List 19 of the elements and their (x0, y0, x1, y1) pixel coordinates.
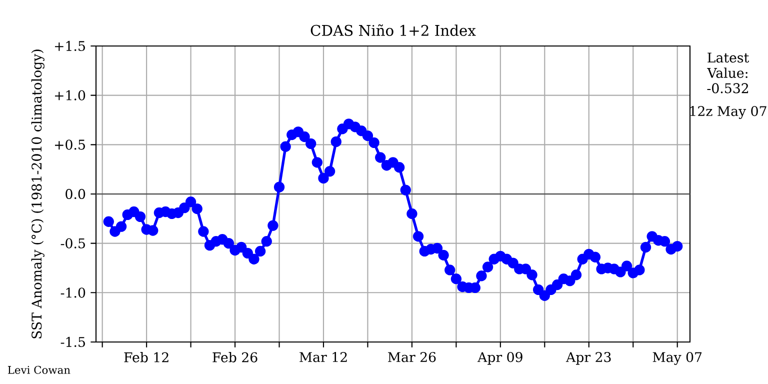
y-tick-label: -1.0 (60, 288, 86, 298)
x-tick-label: Apr 09 (477, 352, 522, 365)
y-tick-label: -1.5 (60, 336, 85, 348)
y-tick-label: 0.0 (66, 188, 86, 200)
x-tick-label: May 07 (652, 352, 702, 365)
y-tick-label: +1.0 (55, 90, 86, 100)
text: Levi Cowan (8, 366, 70, 374)
chart-title: CDAS Niño 1+2 Index (310, 24, 476, 36)
y-axis-title: SST Anomaly (°C) (1981-2010 climatology) (31, 50, 44, 338)
x-tick-label: Mar 26 (388, 352, 436, 362)
x-tick-label: Feb 12 (124, 352, 168, 362)
x-tick-label: Mar 12 (300, 352, 347, 362)
x-tick-label: Feb 26 (212, 352, 258, 362)
x-tick-label: Apr 23 (566, 352, 611, 365)
y-tick-label: +1.5 (55, 40, 85, 52)
text: Latest Value: -0.532 (707, 52, 750, 94)
y-tick-label: -0.5 (60, 238, 85, 248)
text: 12z May 07 (690, 106, 766, 119)
y-tick-label: +0.5 (55, 140, 85, 150)
